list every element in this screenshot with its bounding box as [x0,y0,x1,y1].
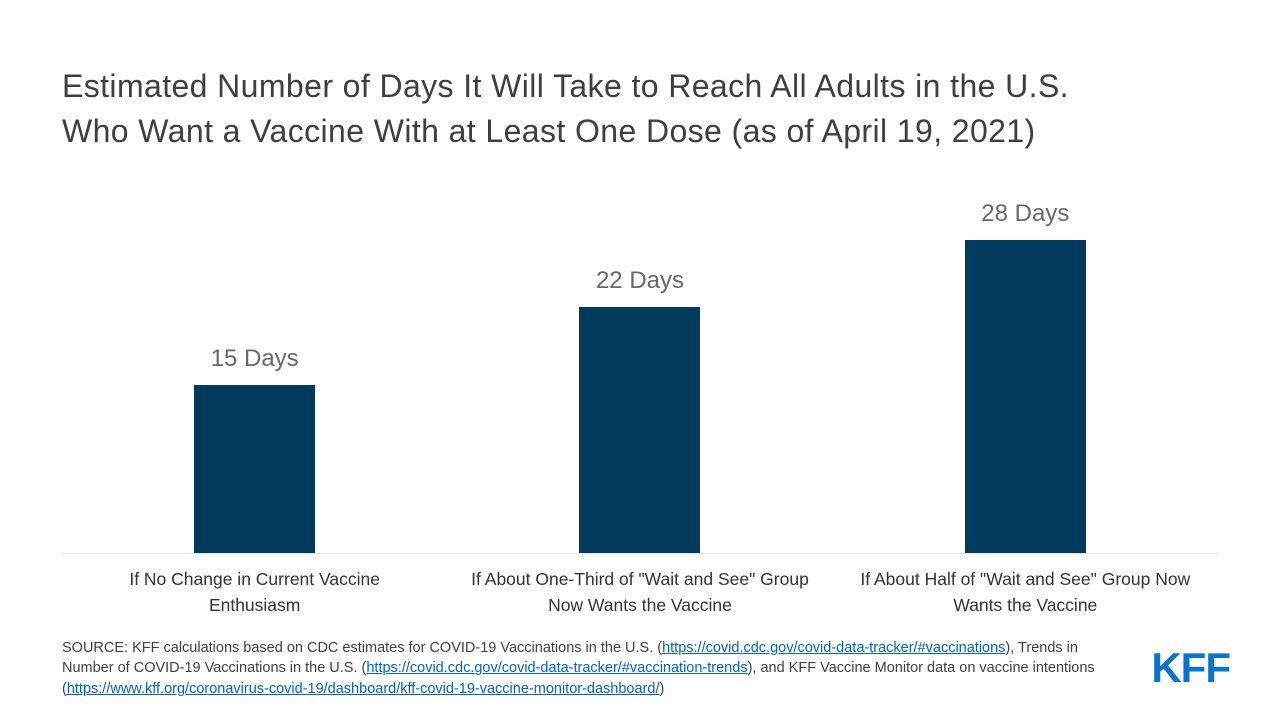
bar-column-2: 22 Days [447,240,832,553]
bar-value-label-2: 22 Days [595,267,685,295]
bar-column-3: 28 Days [833,200,1218,553]
source-text: SOURCE: KFF calculations based on CDC es… [62,640,1095,697]
kff-logo: KFF [1151,644,1231,692]
category-label-2: If About One-Third of "Wait and See" Gro… [471,569,809,616]
source-link[interactable]: https://www.kff.org/coronavirus-covid-19… [66,680,660,697]
category-cell-3: If About Half of "Wait and See" Group No… [833,566,1218,619]
category-label-3: If About Half of "Wait and See" Group No… [860,569,1191,616]
bar-half-wait-and-see: 28 Days [964,200,1086,553]
bar-value-label-1: 15 Days [210,345,299,373]
category-axis: If No Change in Current Vaccine Enthusia… [62,566,1218,619]
bar-one-third-wait-and-see: 22 Days [579,267,701,553]
chart-title: Estimated Number of Days It Will Take to… [62,64,1222,155]
bar-chart: 15 Days 22 Days 28 Days [62,200,1218,554]
bar-value-label-3: 28 Days [981,200,1070,227]
category-cell-1: If No Change in Current Vaccine Enthusia… [62,566,447,619]
bar-no-change: 15 Days [194,345,316,553]
category-label-1: If No Change in Current Vaccine Enthusia… [129,569,380,616]
category-cell-2: If About One-Third of "Wait and See" Gro… [447,566,832,619]
chart-title-line2: Who Want a Vaccine With at Least One Dos… [62,113,1036,150]
footer: SOURCE: KFF calculations based on CDC es… [62,638,1232,699]
chart-title-line1: Estimated Number of Days It Will Take to… [62,68,1069,104]
source-link[interactable]: https://covid.cdc.gov/covid-data-tracker… [366,660,748,677]
bar-column-1: 15 Days [62,240,447,553]
source-link[interactable]: https://covid.cdc.gov/covid-data-tracker… [662,640,1006,656]
